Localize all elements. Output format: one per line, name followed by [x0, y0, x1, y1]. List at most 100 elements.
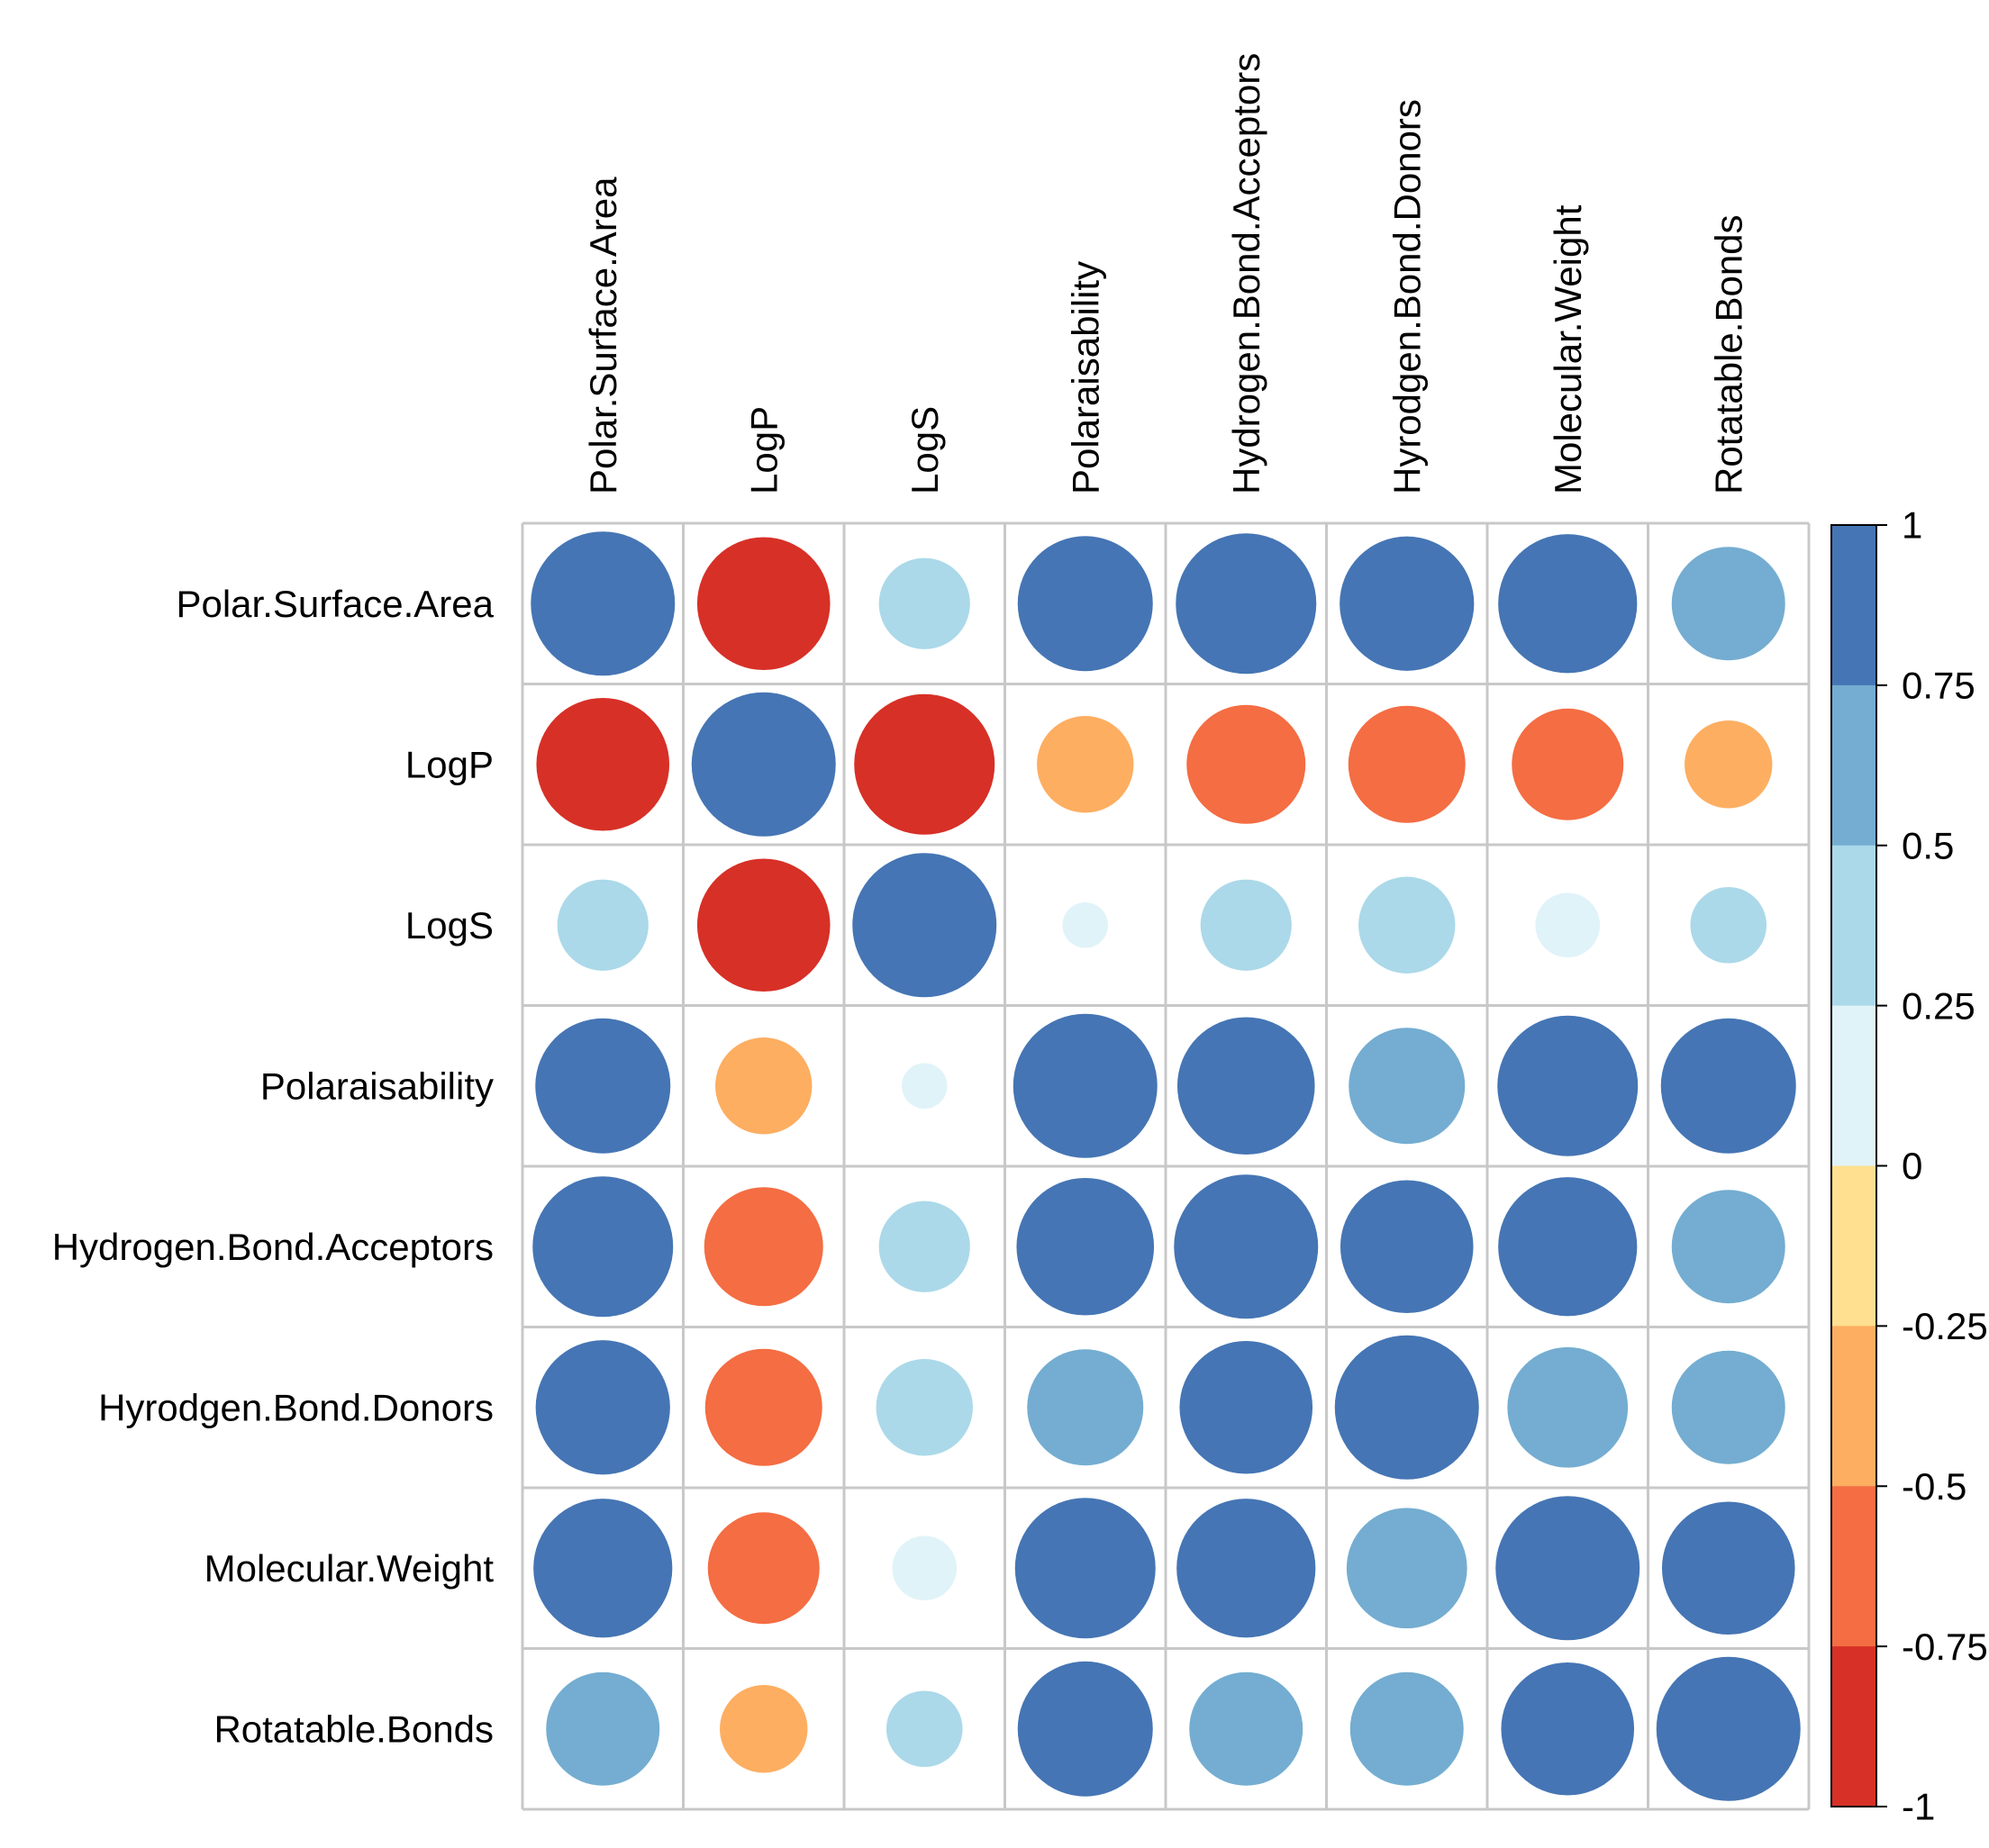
correlation-circle	[1189, 1671, 1303, 1786]
correlation-circle	[1349, 1028, 1466, 1145]
row-label: Molecular.Weight	[204, 1547, 495, 1590]
column-label: Polaraisability	[1064, 261, 1106, 494]
correlation-circle	[1348, 705, 1466, 823]
correlation-circle	[707, 1512, 820, 1625]
correlation-circle	[696, 858, 831, 992]
correlation-circle	[1340, 1180, 1474, 1314]
correlation-circle	[720, 1685, 808, 1773]
correlation-circle	[715, 1037, 813, 1135]
correlation-circle	[1340, 536, 1475, 671]
legend-tick-label: -1	[1902, 1786, 1935, 1828]
correlation-circle	[1176, 1499, 1316, 1638]
column-label: Molecular.Weight	[1547, 204, 1589, 494]
correlation-circle	[886, 1690, 963, 1768]
correlation-circle	[546, 1671, 660, 1786]
correlation-circle	[878, 1200, 970, 1292]
legend-tick-label: 0.25	[1902, 984, 1975, 1027]
correlation-circle	[852, 853, 997, 998]
legend-tick-label: 0	[1902, 1145, 1922, 1187]
legend-tick-label: -0.25	[1902, 1305, 1988, 1347]
correlation-circle	[533, 1499, 673, 1638]
correlation-circle	[532, 1176, 674, 1318]
correlation-circle	[1176, 533, 1317, 675]
correlation-circle	[1037, 716, 1134, 813]
correlation-circle	[1498, 534, 1638, 674]
legend-color-band	[1831, 1326, 1876, 1487]
correlation-circle	[1062, 901, 1109, 948]
correlation-circle	[854, 693, 995, 835]
correlation-circle	[1174, 1174, 1319, 1319]
column-label: Hyrodgen.Bond.Donors	[1385, 99, 1428, 494]
correlation-circle	[1661, 1501, 1795, 1635]
legend-color-band	[1831, 1646, 1876, 1807]
row-label: Hyrodgen.Bond.Donors	[98, 1386, 494, 1428]
legend-color-band	[1831, 684, 1876, 847]
legend-tick-label: 0.5	[1902, 824, 1954, 866]
row-labels: Polar.Surface.Area LogP LogS Polaraisabilit…	[52, 583, 495, 1750]
legend-color-band	[1831, 1486, 1876, 1647]
correlation-circle	[1176, 1017, 1315, 1155]
legend-tick-label: 1	[1902, 504, 1922, 547]
correlation-circle	[1501, 1662, 1635, 1796]
correlation-circle	[876, 1359, 973, 1456]
correlation-circle	[1535, 892, 1601, 958]
correlation-circle	[691, 692, 836, 837]
correlation-circle	[1498, 1177, 1638, 1317]
correlation-circle	[878, 557, 970, 649]
correlation-circle	[1507, 1346, 1629, 1468]
correlation-circle	[892, 1535, 958, 1601]
grid	[521, 521, 1811, 1811]
correlation-circle	[1690, 886, 1767, 964]
correlation-circle	[1017, 536, 1153, 672]
correlation-circle	[1346, 1508, 1467, 1629]
column-labels: Polar.Surface.Area LogP LogS Polaraisabilit…	[582, 53, 1749, 494]
legend-color-band	[1831, 1165, 1876, 1327]
correlation-circle	[1349, 1671, 1464, 1786]
correlation-circle	[1200, 879, 1292, 971]
row-label: LogP	[405, 743, 494, 785]
correlation-circle	[704, 1348, 822, 1466]
correlation-circle	[1017, 1661, 1153, 1797]
column-label: Hydrogen.Bond.Acceptors	[1225, 53, 1267, 494]
column-label: Rotatable.Bonds	[1707, 214, 1749, 494]
correlation-circle	[1027, 1349, 1144, 1466]
correlation-circle	[1358, 876, 1456, 974]
correlation-circle	[1660, 1018, 1796, 1154]
column-label: Polar.Surface.Area	[582, 177, 624, 494]
correlation-circle	[1186, 704, 1306, 824]
correlation-circle	[531, 531, 676, 676]
row-label: LogS	[405, 904, 494, 947]
correlation-circle	[1671, 1350, 1785, 1464]
column-label: LogS	[904, 406, 946, 494]
circle-layer	[531, 531, 1801, 1801]
correlation-circle	[535, 1340, 670, 1475]
row-label: Polaraisability	[260, 1064, 494, 1107]
correlation-circle	[535, 1018, 671, 1154]
correlation-circle	[1685, 720, 1773, 809]
correlation-circle	[1671, 1190, 1785, 1304]
legend-color-band	[1831, 1005, 1876, 1166]
legend-color-band	[1831, 845, 1876, 1007]
correlation-circle	[1179, 1340, 1313, 1474]
correlation-circle	[1512, 708, 1624, 820]
correlation-circle	[1671, 547, 1785, 661]
correlation-circle	[536, 697, 670, 831]
row-label: Polar.Surface.Area	[176, 583, 494, 625]
correlation-circle	[901, 1063, 948, 1110]
row-label: Hydrogen.Bond.Acceptors	[52, 1226, 494, 1268]
legend-tick-label: -0.5	[1902, 1465, 1966, 1508]
correlation-circle	[557, 879, 649, 971]
legend-color-band	[1831, 525, 1876, 686]
correlation-circle	[704, 1187, 823, 1307]
row-label: Rotatable.Bonds	[213, 1708, 494, 1750]
correlation-circle	[696, 537, 831, 671]
legend-tick-label: -0.75	[1902, 1626, 1988, 1668]
correlation-circle	[1014, 1498, 1156, 1639]
color-legend: 1 0.75 0.5 0.25 0 -0.25 -0.5 -0.75 -1	[1830, 504, 1988, 1828]
correlation-circle	[1013, 1013, 1158, 1158]
correlation-circle	[1495, 1496, 1640, 1641]
column-label: LogP	[742, 406, 785, 494]
correlation-circle	[1334, 1335, 1479, 1480]
legend-tick-label: 0.75	[1902, 665, 1975, 707]
